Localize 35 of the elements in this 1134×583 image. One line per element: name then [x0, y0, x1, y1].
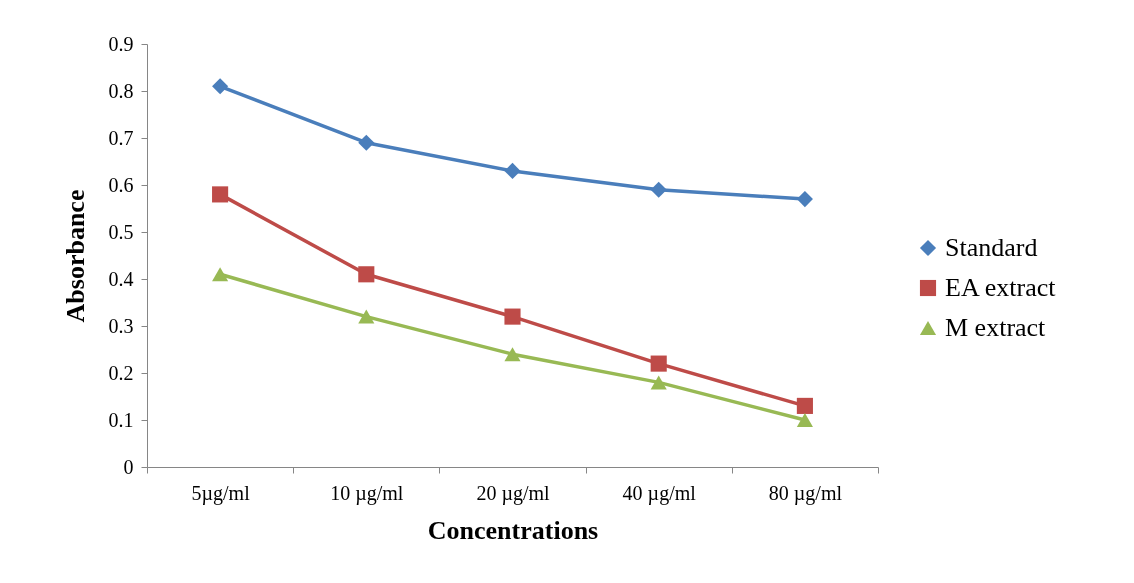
point [358, 266, 375, 283]
y-tick-label: 0.3 [108, 314, 134, 337]
legend-label: Standard [945, 233, 1038, 262]
point [504, 308, 521, 325]
y-tick-label: 0.6 [108, 173, 134, 196]
y-tick-label: 0.2 [108, 361, 134, 384]
point [796, 191, 813, 208]
y-tick-label: 0.4 [108, 267, 134, 290]
x-tick-label: 5µg/ml [191, 481, 251, 505]
point [796, 413, 813, 427]
point [212, 78, 229, 95]
y-tick-label: 0.7 [108, 126, 134, 149]
point [212, 186, 229, 203]
x-tick-label: 40 µg/ml [622, 481, 697, 505]
y-tick-label: 0 [123, 455, 134, 478]
y-tick-label: 0.9 [108, 32, 134, 55]
x-tick-label: 10 µg/ml [330, 481, 404, 505]
x-tick-label: 80 µg/ml [768, 481, 843, 505]
point [358, 134, 375, 151]
y-tick-label: 0.1 [108, 408, 134, 431]
point [650, 355, 667, 372]
point [358, 309, 375, 324]
y-tick-label: 0.8 [108, 79, 134, 102]
point [504, 347, 521, 362]
point [796, 397, 813, 414]
legend-label: EA extract [945, 273, 1057, 302]
y-axis-title: Absorbance [60, 189, 90, 323]
point [212, 267, 229, 282]
legend-label: M extract [945, 313, 1047, 342]
y-tick-label: 0.5 [108, 220, 134, 243]
point [650, 375, 667, 390]
point [650, 181, 667, 198]
x-tick-label: 20 µg/ml [476, 481, 551, 505]
point [504, 162, 521, 179]
x-axis-title: Concentrations [427, 515, 599, 545]
